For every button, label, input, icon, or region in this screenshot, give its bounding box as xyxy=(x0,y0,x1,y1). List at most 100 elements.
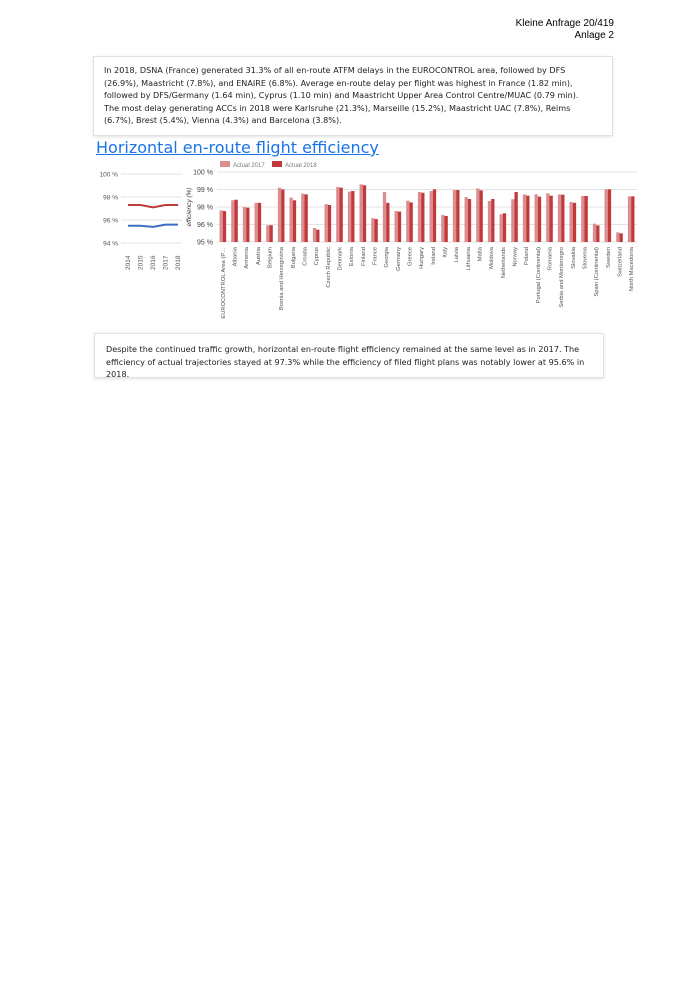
x-tick-label: 2018 xyxy=(175,255,182,270)
bar-2018 xyxy=(304,194,308,242)
x-tick-label: Belgium xyxy=(268,247,274,268)
y-tick-label: 100 % xyxy=(100,172,119,179)
bar-2018 xyxy=(456,190,460,242)
bar-2018 xyxy=(596,225,600,242)
x-tick-label: Albania xyxy=(233,246,239,266)
bar-2017 xyxy=(231,200,235,242)
bar-2017 xyxy=(394,211,398,242)
x-tick-label: Malta xyxy=(478,246,484,261)
bar-2017 xyxy=(301,193,305,242)
bar-2017 xyxy=(569,201,573,242)
y-tick-label: 95 % xyxy=(197,240,213,247)
bar-2018 xyxy=(631,196,635,242)
bar-2018 xyxy=(246,207,250,242)
bar-2017 xyxy=(592,223,597,242)
x-tick-label: Greece xyxy=(408,247,414,266)
bar-2018 xyxy=(374,219,378,242)
y-tick-label: 98 % xyxy=(103,195,118,202)
trend-line-chart: 94 % 96 % 98 % 100 % 2014 2015 2016 2017 2018 xyxy=(100,172,182,270)
x-tick-label: Romania xyxy=(548,246,554,270)
x-tick-label: Ireland xyxy=(431,247,437,265)
section-title-link[interactable]: Horizontal en-route flight efficiency xyxy=(96,138,379,157)
bar-2017 xyxy=(347,191,352,242)
x-tick-label: EUROCONTROL Area (P… xyxy=(221,247,227,319)
bar-2018 xyxy=(479,190,483,242)
bar-2017 xyxy=(266,225,270,242)
bar-2017 xyxy=(616,232,620,242)
bar-2017 xyxy=(487,200,492,242)
efficiency-summary-box: Despite the continued traffic growth, ho… xyxy=(94,333,604,380)
x-tick-label: Czech Republic xyxy=(326,247,332,288)
x-tick-label: 2017 xyxy=(163,255,170,270)
bar-2017 xyxy=(289,197,293,242)
x-tick-label: Italy xyxy=(443,247,449,258)
x-tick-label: Armenia xyxy=(244,246,250,268)
x-tick-label: Portugal (Continental) xyxy=(536,247,542,303)
x-tick-label: Croatia xyxy=(303,246,309,265)
x-tick-label: Germany xyxy=(396,247,402,271)
x-tick-label: France xyxy=(373,247,379,265)
x-tick-label: Bosnia and Herzegovina xyxy=(279,246,285,310)
annex-label: Anlage 2 xyxy=(574,30,614,41)
x-tick-label: Cyprus xyxy=(314,247,320,265)
x-tick-label: North Macedonia xyxy=(629,246,635,291)
x-tick-label: Spain (Continental) xyxy=(594,247,600,297)
x-tick-label: Finland xyxy=(361,247,367,266)
bar-2018 xyxy=(537,196,542,242)
y-tick-label: 99 % xyxy=(197,187,213,194)
bar-2018 xyxy=(351,191,355,242)
x-tick-label: Hungary xyxy=(419,247,425,269)
bar-2017 xyxy=(581,195,585,242)
x-tick-label: Lithuania xyxy=(466,246,472,270)
bar-2018 xyxy=(327,205,332,242)
efficiency-summary-text: Despite the continued traffic growth, ho… xyxy=(106,344,585,380)
bar-2018 xyxy=(491,199,495,242)
x-tick-label: Switzerland xyxy=(618,247,624,277)
x-tick-label: Latvia xyxy=(454,246,460,262)
bar-2017 xyxy=(219,210,223,242)
bar-2018 xyxy=(607,189,612,242)
x-tick-label: Moldova xyxy=(489,246,495,269)
document-header: Kleine Anfrage 20/419 Anlage 2 xyxy=(516,18,614,42)
x-tick-label: Slovakia xyxy=(571,246,577,269)
y-tick-label: 100 % xyxy=(193,170,213,177)
legend-label: Actual 2018 xyxy=(285,163,317,169)
bar-2018 xyxy=(619,233,623,242)
bar-2018 xyxy=(269,225,273,242)
x-tick-label: Norway xyxy=(513,247,519,267)
bar-2018 xyxy=(584,195,588,242)
y-tick-label: 98 % xyxy=(197,205,213,212)
x-tick-label: 2014 xyxy=(125,255,132,270)
bar-2017 xyxy=(417,192,422,242)
bar-2017 xyxy=(546,193,550,242)
x-tick-label: Slovenia xyxy=(583,246,589,269)
bar-2017 xyxy=(336,186,340,242)
delay-summary-box: In 2018, DSNA (France) generated 31.3% o… xyxy=(93,56,613,136)
country-bar-chart: 95 % 96 % 98 % 99 % 100 % efficiency (%) Actua… xyxy=(186,161,637,319)
bar-2017 xyxy=(522,194,527,242)
bar-2018 xyxy=(409,202,413,242)
bar-2017 xyxy=(499,214,503,242)
y-tick-label: 96 % xyxy=(197,222,213,229)
bar-2017 xyxy=(406,200,410,242)
document-reference: Kleine Anfrage 20/419 xyxy=(515,18,614,29)
bar-2017 xyxy=(312,228,317,242)
bar-2017 xyxy=(324,204,328,242)
x-tick-label: Serbia and Montenegro xyxy=(559,247,565,308)
bar-2017 xyxy=(359,184,363,242)
bar-2018 xyxy=(397,211,402,242)
y-tick-label: 94 % xyxy=(103,241,118,248)
bar-2018 xyxy=(386,202,390,242)
bar-2018 xyxy=(257,202,262,242)
legend-label: Actual 2017 xyxy=(233,163,265,169)
x-tick-label: Austria xyxy=(256,246,262,265)
bar-2018 xyxy=(281,189,285,242)
x-tick-label: 2016 xyxy=(150,255,157,270)
bar-2017 xyxy=(511,199,515,242)
bar-2017 xyxy=(534,194,538,242)
bar-2017 xyxy=(476,188,480,242)
bar-2018 xyxy=(561,194,565,242)
bar-2017 xyxy=(441,214,445,242)
x-tick-label: Sweden xyxy=(606,247,612,268)
bar-2018 xyxy=(292,200,297,242)
